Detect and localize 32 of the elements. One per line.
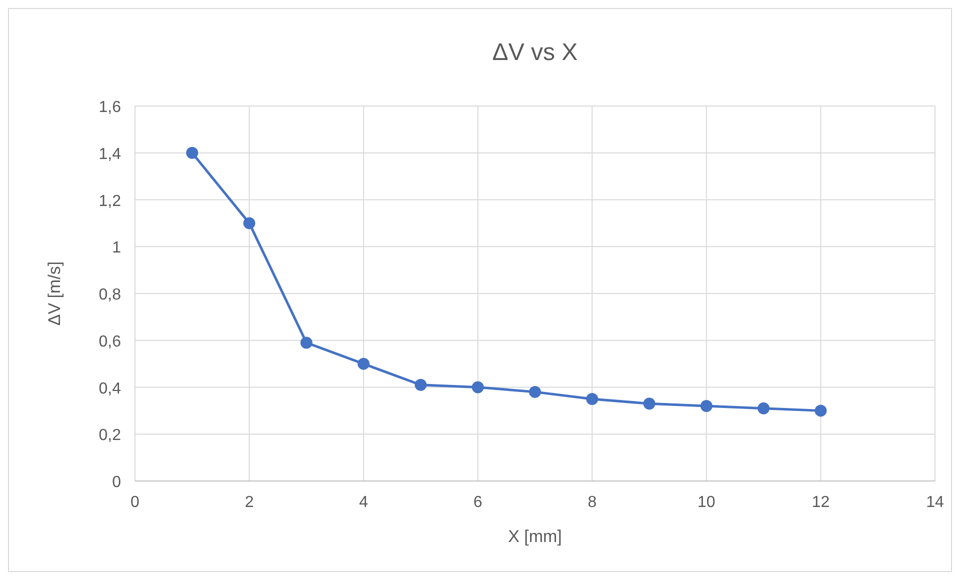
y-tick-label: 1,6 (98, 99, 122, 116)
x-axis-title: X [mm] (508, 527, 562, 546)
point (814, 404, 827, 417)
x-tick-label: 0 (130, 494, 140, 511)
point (186, 146, 198, 159)
x-tick-label: 8 (588, 494, 597, 511)
x-tick-label: 6 (473, 494, 482, 511)
point (700, 400, 712, 412)
x-tick-label: 2 (244, 494, 254, 511)
y-tick-label: 1,2 (98, 192, 122, 210)
point (758, 402, 770, 414)
y-tick-label: 1 (112, 240, 122, 257)
x-tick-label: 14 (926, 494, 944, 511)
y-tick-label: 0,6 (98, 333, 122, 350)
point (243, 217, 256, 230)
chart-title: ΔV vs X (492, 39, 578, 66)
point (358, 358, 370, 370)
y-tick-label: 1,4 (98, 146, 122, 163)
point (586, 392, 598, 405)
x-tick-label: 4 (359, 494, 368, 511)
point (300, 336, 312, 349)
y-tick-label: 0,2 (98, 427, 122, 444)
x-tick-label: 12 (812, 494, 830, 511)
y-tick-label: 0,8 (98, 286, 122, 304)
point (643, 398, 656, 410)
point (472, 381, 484, 394)
point (529, 386, 541, 398)
y-tick-label: 0 (112, 474, 122, 491)
x-tick-label: 10 (698, 494, 716, 511)
y-axis-title: ΔV [m/s] (45, 261, 64, 326)
y-tick-label: 0,4 (98, 380, 122, 398)
point (414, 378, 427, 391)
